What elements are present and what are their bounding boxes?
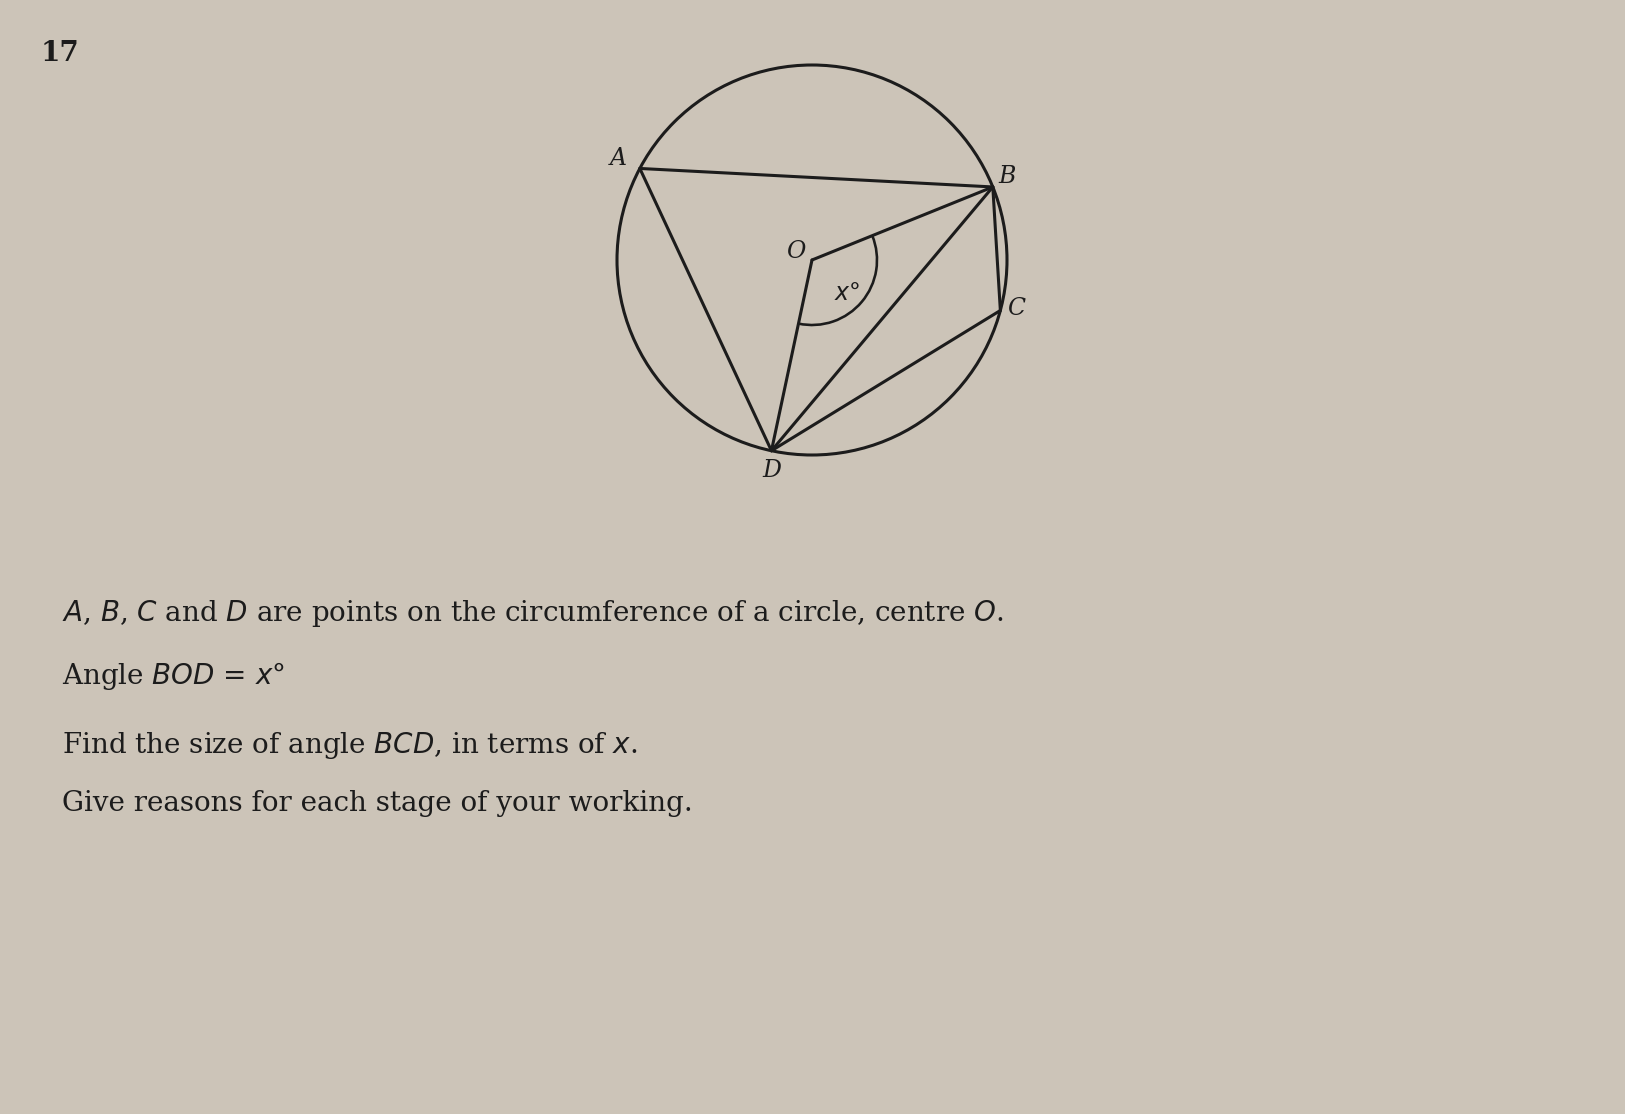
Text: Find the size of angle $BCD$, in terms of $x$.: Find the size of angle $BCD$, in terms o…	[62, 730, 637, 761]
Text: D: D	[762, 459, 782, 482]
Text: B: B	[998, 166, 1016, 188]
Text: Angle $BOD$ = $x$°: Angle $BOD$ = $x$°	[62, 659, 284, 692]
Text: C: C	[1008, 297, 1025, 320]
Text: $x$°: $x$°	[834, 282, 860, 305]
Text: O: O	[786, 241, 806, 264]
Text: Give reasons for each stage of your working.: Give reasons for each stage of your work…	[62, 790, 692, 817]
Text: $A$, $B$, $C$ and $D$ are points on the circumference of a circle, centre $O$.: $A$, $B$, $C$ and $D$ are points on the …	[62, 598, 1004, 629]
Text: A: A	[609, 147, 626, 170]
Text: 17: 17	[41, 40, 80, 67]
